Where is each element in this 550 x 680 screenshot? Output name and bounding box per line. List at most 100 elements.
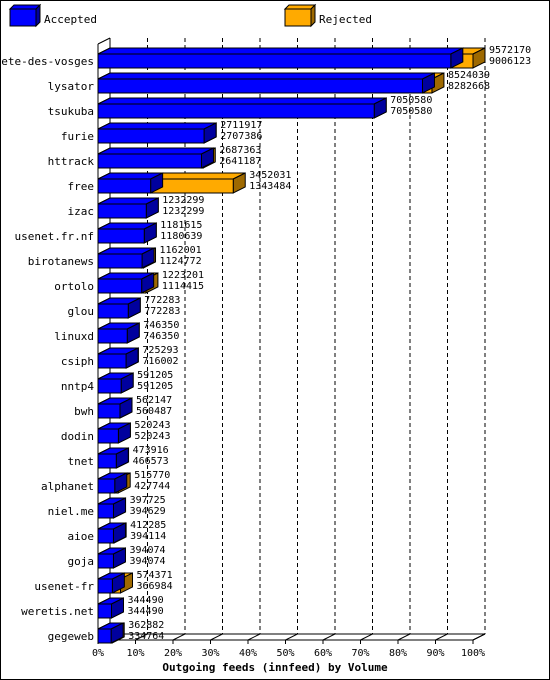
category-label-21: usenet-fr [34, 580, 94, 593]
grid-foot-40 [247, 633, 261, 641]
legend-accepted-swatch-side [35, 3, 41, 28]
legend-rejected-swatch-top [283, 4, 317, 10]
category-label-9: ortolo [54, 280, 94, 293]
value-label-top-16: 473916 [133, 445, 169, 456]
value-label-top-1: 8524039 [448, 70, 490, 81]
value-label-bottom-6: 1232299 [162, 206, 204, 217]
bar-accepted-14 [97, 403, 121, 419]
bar-accepted-22 [97, 603, 112, 619]
legend-accepted-swatch [9, 8, 37, 27]
grid-foot-100 [472, 633, 486, 641]
x-tick-label-20: 20% [164, 648, 182, 659]
legend-rejected-label: Rejected [319, 13, 372, 26]
value-label-top-10: 772283 [144, 295, 180, 306]
bar-accepted-6 [97, 203, 147, 219]
bar-accepted-12 [97, 353, 127, 369]
value-label-top-17: 515770 [134, 470, 170, 481]
bar-accepted-11 [97, 328, 128, 344]
grid-foot-10 [135, 633, 148, 641]
x-tick-label-80: 80% [389, 648, 407, 659]
bar-accepted-19 [97, 528, 114, 544]
value-label-top-8: 1162001 [160, 245, 202, 256]
category-label-19: aioe [68, 530, 95, 543]
category-label-13: nntp4 [61, 380, 94, 393]
x-tick-label-10: 10% [126, 648, 144, 659]
grid-foot-30 [210, 633, 223, 641]
category-label-3: furie [61, 130, 94, 143]
bar-accepted-15 [97, 428, 119, 444]
value-label-bottom-2: 7050580 [390, 106, 432, 117]
legend-accepted-label: Accepted [44, 13, 97, 26]
value-label-top-2: 7050580 [390, 95, 432, 106]
category-label-8: birotanews [28, 255, 94, 268]
legend-rejected-swatch-side [310, 3, 316, 28]
grid-foot-50 [285, 633, 298, 641]
value-label-bottom-1: 8282668 [448, 81, 490, 92]
bar-accepted-4-top [97, 147, 214, 155]
bar-accepted-20 [97, 553, 114, 569]
value-label-bottom-23: 334764 [128, 631, 164, 642]
category-label-16: tnet [68, 455, 95, 468]
bar-accepted-2-top [97, 97, 387, 105]
value-label-bottom-5: 1343484 [249, 181, 291, 192]
x-tick-label-70: 70% [351, 648, 369, 659]
legend-accepted-swatch-top [8, 4, 42, 10]
category-label-5: free [68, 180, 95, 193]
value-label-bottom-3: 2707386 [220, 131, 262, 142]
bar-accepted-5 [97, 178, 152, 194]
value-label-bottom-7: 1180639 [160, 231, 202, 242]
value-label-top-20: 394074 [129, 545, 165, 556]
value-label-top-13: 591205 [137, 370, 173, 381]
x-tick-label-60: 60% [314, 648, 332, 659]
bar-accepted-0 [97, 53, 452, 69]
value-label-top-21: 574371 [137, 570, 173, 581]
x-tick-label-100: 100% [461, 648, 485, 659]
grid-foot-80 [397, 633, 411, 641]
bar-accepted-10 [97, 303, 129, 319]
value-label-top-5: 3452031 [249, 170, 291, 181]
category-label-4: httrack [48, 155, 95, 168]
category-label-6: izac [68, 205, 95, 218]
bar-accepted-13 [97, 378, 122, 394]
category-label-17: alphanet [41, 480, 94, 493]
category-label-22: weretis.net [21, 605, 94, 618]
bar-accepted-7 [97, 228, 145, 244]
value-label-top-4: 2687363 [219, 145, 261, 156]
value-label-bottom-8: 1124772 [160, 256, 202, 267]
category-label-1: lysator [48, 80, 95, 93]
bar-accepted-16 [97, 453, 117, 469]
value-label-bottom-10: 772283 [144, 306, 180, 317]
value-label-top-3: 2711917 [220, 120, 262, 131]
value-label-top-19: 412285 [130, 520, 166, 531]
bar-accepted-3 [97, 128, 205, 144]
x-tick-label-90: 90% [426, 648, 444, 659]
category-label-18: niel.me [48, 505, 94, 518]
bar-accepted-2 [97, 103, 375, 119]
category-label-20: goja [68, 555, 95, 568]
bar-accepted-17 [97, 478, 116, 494]
value-label-bottom-12: 716002 [142, 356, 178, 367]
bar-accepted-18 [97, 503, 114, 519]
value-label-top-6: 1232299 [162, 195, 204, 206]
value-label-top-9: 1223201 [162, 270, 204, 281]
value-label-bottom-9: 1114415 [162, 281, 204, 292]
value-label-top-15: 520243 [134, 420, 170, 431]
value-label-top-7: 1181615 [160, 220, 202, 231]
bar-accepted-1-top [97, 72, 435, 80]
category-label-23: gegeweb [48, 630, 94, 643]
value-label-bottom-22: 344490 [127, 606, 163, 617]
category-label-10: glou [68, 305, 95, 318]
grid-foot-60 [322, 633, 336, 641]
value-label-bottom-15: 520243 [134, 431, 170, 442]
bar-accepted-3-top [97, 122, 217, 130]
category-label-0: bete-des-vosges [0, 55, 94, 68]
bar-accepted-8 [97, 253, 143, 269]
value-label-bottom-0: 9006123 [489, 56, 531, 67]
value-label-top-23: 362882 [128, 620, 164, 631]
bar-accepted-23 [97, 628, 112, 644]
bar-accepted-1 [97, 78, 423, 94]
value-label-top-11: 746350 [143, 320, 179, 331]
value-label-top-14: 562147 [136, 395, 172, 406]
value-label-top-18: 397725 [130, 495, 166, 506]
